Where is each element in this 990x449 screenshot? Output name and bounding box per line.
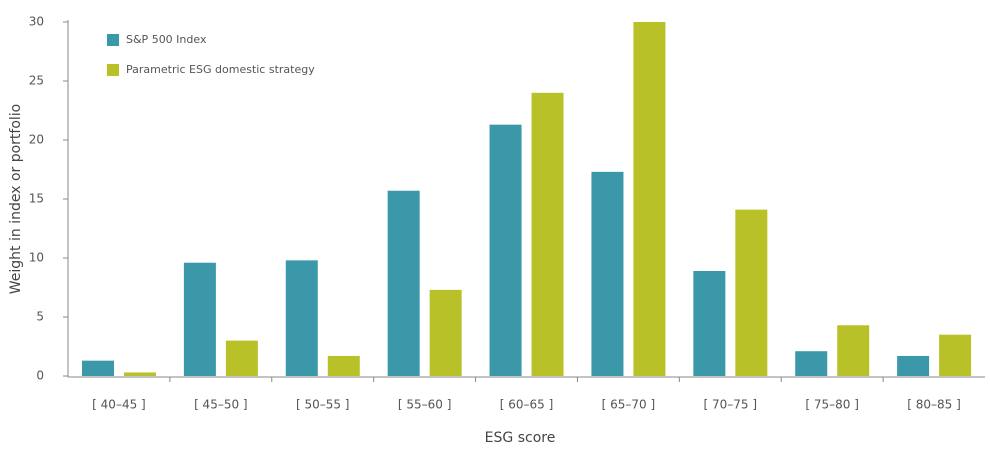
x-tick-label: [ 45–50 ] bbox=[194, 398, 248, 412]
y-tick-label: 10 bbox=[29, 251, 44, 265]
legend-label: Parametric ESG domestic strategy bbox=[126, 63, 315, 76]
bar bbox=[693, 270, 726, 376]
legend-swatch bbox=[107, 64, 119, 76]
bar bbox=[429, 289, 462, 376]
y-tick-label: 20 bbox=[29, 133, 44, 147]
x-tick-label: [ 60–65 ] bbox=[500, 398, 554, 412]
bar bbox=[327, 355, 360, 376]
y-tick-label: 0 bbox=[36, 369, 44, 383]
bar bbox=[489, 124, 522, 376]
y-tick-label: 30 bbox=[29, 15, 44, 29]
bar bbox=[735, 209, 768, 376]
x-tick-label: [ 65–70 ] bbox=[602, 398, 656, 412]
legend-swatch bbox=[107, 34, 119, 46]
bar bbox=[82, 360, 114, 376]
bar bbox=[387, 190, 420, 376]
bar bbox=[531, 92, 564, 377]
bar bbox=[633, 22, 666, 376]
bar bbox=[939, 334, 972, 376]
y-tick-label: 5 bbox=[36, 310, 44, 324]
legend-label: S&P 500 Index bbox=[126, 33, 207, 46]
x-tick-label: [ 40–45 ] bbox=[92, 398, 146, 412]
x-axis-label: ESG score bbox=[485, 430, 556, 446]
y-tick-label: 25 bbox=[29, 74, 44, 88]
x-tick-label: [ 50–55 ] bbox=[296, 398, 350, 412]
y-tick-label: 15 bbox=[29, 192, 44, 206]
x-tick-label: [ 70–75 ] bbox=[704, 398, 758, 412]
bar bbox=[183, 262, 216, 376]
x-tick-label: [ 75–80 ] bbox=[805, 398, 859, 412]
bar bbox=[897, 355, 930, 376]
bar bbox=[124, 372, 156, 376]
bar bbox=[591, 171, 624, 376]
x-tick-label: [ 55–60 ] bbox=[398, 398, 452, 412]
y-axis-label: Weight in index or portfolio bbox=[8, 104, 24, 295]
x-tick-label: [ 80–85 ] bbox=[907, 398, 961, 412]
bar bbox=[837, 325, 870, 376]
bar bbox=[795, 351, 828, 376]
bar bbox=[225, 340, 258, 376]
bar bbox=[285, 260, 318, 376]
